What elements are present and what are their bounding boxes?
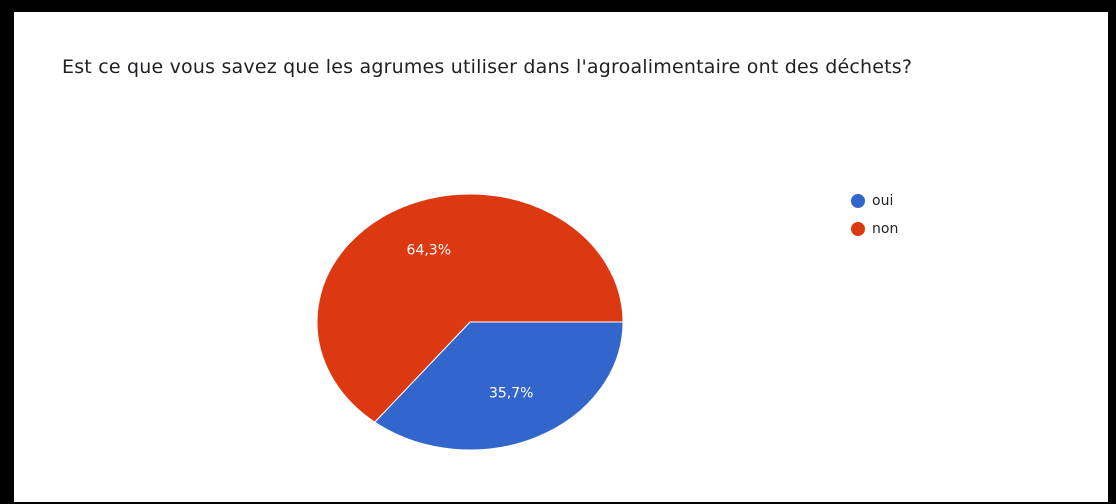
slice-label: 35,7% bbox=[489, 385, 533, 401]
legend-label: oui bbox=[872, 193, 893, 209]
legend-swatch bbox=[851, 222, 865, 236]
pie-slice bbox=[373, 321, 624, 451]
chart-title: Est ce que vous savez que les agrumes ut… bbox=[62, 56, 913, 78]
legend-label: non bbox=[872, 221, 898, 237]
slice-label: 64,3% bbox=[407, 243, 451, 259]
legend-swatch bbox=[851, 194, 865, 208]
pie-slice bbox=[316, 193, 624, 423]
